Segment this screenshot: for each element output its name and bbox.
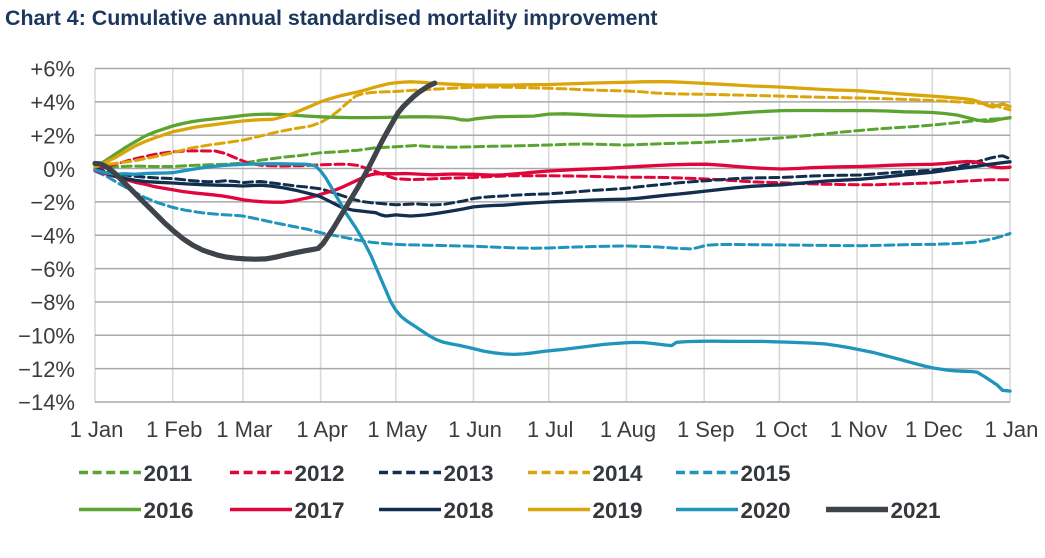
svg-text:1 Jan: 1 Jan	[985, 417, 1039, 442]
svg-text:2015: 2015	[741, 461, 791, 486]
svg-text:0%: 0%	[43, 157, 75, 182]
svg-text:2016: 2016	[144, 498, 194, 523]
svg-text:2014: 2014	[593, 461, 644, 486]
svg-text:2013: 2013	[444, 461, 494, 486]
svg-text:−8%: −8%	[30, 290, 75, 315]
svg-text:1 Oct: 1 Oct	[755, 417, 808, 442]
svg-text:1 Dec: 1 Dec	[905, 417, 962, 442]
svg-text:2012: 2012	[295, 461, 345, 486]
svg-text:1 Aug: 1 Aug	[600, 417, 656, 442]
svg-text:−4%: −4%	[30, 223, 75, 248]
svg-text:1 Apr: 1 Apr	[296, 417, 347, 442]
svg-text:2018: 2018	[444, 498, 494, 523]
svg-text:−2%: −2%	[30, 190, 75, 215]
svg-text:1 Jun: 1 Jun	[448, 417, 502, 442]
svg-text:+4%: +4%	[30, 90, 75, 115]
svg-text:1 Mar: 1 Mar	[216, 417, 272, 442]
svg-text:Chart 4: Cumulative annual sta: Chart 4: Cumulative annual standardised …	[5, 6, 658, 30]
svg-text:1 Jan: 1 Jan	[70, 417, 124, 442]
svg-text:2017: 2017	[295, 498, 345, 523]
svg-text:1 Jul: 1 Jul	[527, 417, 573, 442]
svg-text:2020: 2020	[741, 498, 791, 523]
svg-text:2021: 2021	[891, 498, 941, 523]
svg-text:−14%: −14%	[18, 390, 75, 415]
svg-text:−12%: −12%	[18, 357, 75, 382]
svg-text:2019: 2019	[593, 498, 643, 523]
svg-text:+6%: +6%	[30, 57, 75, 82]
svg-text:−6%: −6%	[30, 257, 75, 282]
svg-text:1 Feb: 1 Feb	[146, 417, 202, 442]
svg-text:1 Nov: 1 Nov	[830, 417, 887, 442]
svg-text:2011: 2011	[144, 461, 193, 486]
svg-text:−10%: −10%	[18, 324, 75, 349]
svg-text:+2%: +2%	[30, 123, 75, 148]
svg-text:1 May: 1 May	[367, 417, 427, 442]
svg-text:1 Sep: 1 Sep	[677, 417, 735, 442]
